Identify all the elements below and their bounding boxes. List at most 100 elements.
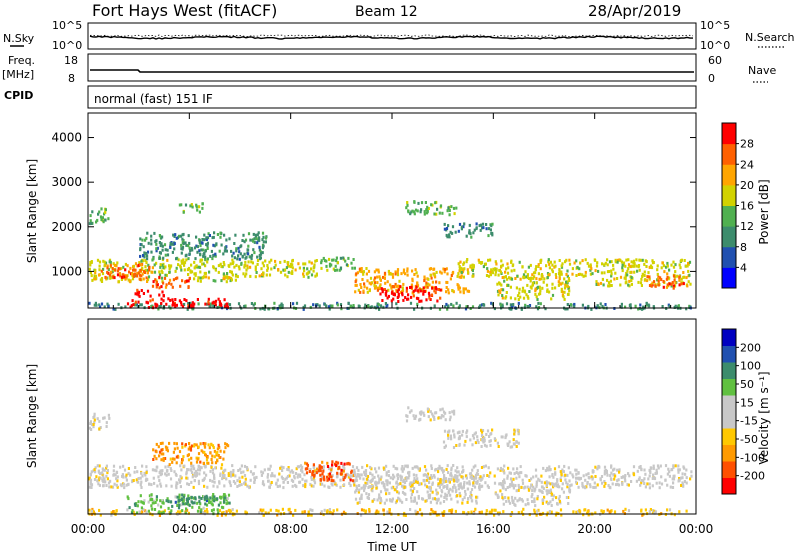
velocity-cell (126, 483, 130, 487)
power-cell (422, 290, 425, 294)
power-cell (529, 276, 533, 280)
velocity-cell (281, 507, 284, 511)
power-cell (378, 285, 382, 289)
power-cell (382, 305, 385, 309)
power-cell (413, 200, 416, 204)
power-cell (457, 272, 460, 276)
velocity-cell (467, 497, 470, 501)
velocity-cell (385, 471, 388, 475)
velocity-cell (105, 466, 108, 470)
power-cell (458, 222, 462, 226)
velocity-cell (347, 475, 351, 479)
power-cell (239, 245, 242, 249)
power-cell (477, 258, 480, 262)
power-cell (560, 287, 563, 291)
power-cell (161, 276, 164, 280)
power-cell (279, 270, 283, 274)
power-cell (352, 305, 355, 309)
velocity-cell (429, 418, 432, 422)
power-cell (678, 278, 681, 282)
power-cell (537, 301, 540, 305)
power-cell (235, 247, 238, 251)
power-cell (495, 262, 498, 266)
velocity-cell (474, 464, 477, 468)
power-cell (656, 264, 659, 268)
velocity-cell (162, 510, 165, 514)
velocity-cell (304, 479, 307, 483)
power-cell (672, 260, 675, 264)
velocity-cell (136, 470, 139, 474)
power-cell (258, 245, 261, 249)
velocity-cell (139, 494, 142, 498)
velocity-cell (396, 477, 400, 481)
power-cell (93, 277, 97, 281)
velocity-cell (681, 472, 684, 476)
power-cell (485, 274, 489, 277)
velocity-cell (127, 497, 130, 501)
power-cell (137, 293, 140, 297)
velocity-cell (153, 454, 156, 458)
power-cell (262, 244, 265, 248)
velocity-cell (514, 484, 517, 488)
power-cell (466, 268, 469, 272)
velocity-cell (320, 475, 324, 479)
velocity-cell (496, 467, 499, 471)
power-cell (390, 286, 393, 290)
velocity-cell (408, 410, 412, 414)
power-cell (443, 227, 446, 231)
power-cell (460, 227, 463, 231)
power-cell (283, 259, 286, 263)
velocity-cell (541, 511, 545, 515)
velocity-cell (545, 484, 548, 488)
velocity-cell (475, 499, 478, 503)
power-cell (231, 254, 234, 258)
velocity-cell (137, 500, 140, 504)
power-cell (252, 248, 255, 252)
power-cell (410, 295, 413, 299)
velocity-cell (169, 511, 172, 515)
power-cell (362, 272, 365, 276)
velocity-cell (264, 511, 267, 515)
velocity-cell (252, 472, 255, 476)
velocity-cell (215, 453, 218, 457)
velocity-cell (443, 429, 447, 433)
velocity-cell (313, 479, 316, 483)
power-cell (151, 266, 154, 270)
velocity-cell (508, 471, 511, 475)
velocity-cell (482, 440, 485, 444)
power-cell (434, 286, 437, 290)
velocity-cell (190, 471, 194, 475)
power-cell (587, 304, 590, 308)
power-cell (169, 298, 172, 302)
power-cell (666, 272, 669, 276)
velocity-cell (469, 472, 473, 476)
power-cell (237, 302, 241, 306)
velocity-cell (241, 475, 244, 479)
power-cell (458, 265, 461, 268)
velocity-cell (392, 473, 395, 477)
power-cell (595, 264, 599, 268)
power-cell (302, 262, 305, 266)
power-cell (396, 268, 400, 272)
velocity-cell (532, 475, 535, 479)
velocity-cell (606, 508, 609, 512)
power-cell (159, 305, 162, 309)
nsky-panel-frame (87, 22, 697, 50)
velocity-cell (446, 494, 449, 497)
velocity-cell (327, 477, 330, 481)
power-cell (430, 203, 433, 207)
power-cell (153, 231, 156, 235)
velocity-cell (385, 498, 388, 502)
velocity-cell (448, 411, 451, 415)
velocity-cell (246, 484, 249, 488)
velocity-cell (152, 476, 155, 480)
power-cell (147, 275, 151, 279)
time-axis-ticklabel: 20:00 (577, 522, 612, 536)
power-cell (168, 270, 171, 274)
power-cell (379, 304, 383, 308)
velocity-cell (275, 481, 278, 485)
power-cell (137, 271, 140, 275)
power-cell (236, 275, 239, 279)
power-cell (247, 260, 250, 264)
power-cell (184, 254, 187, 258)
